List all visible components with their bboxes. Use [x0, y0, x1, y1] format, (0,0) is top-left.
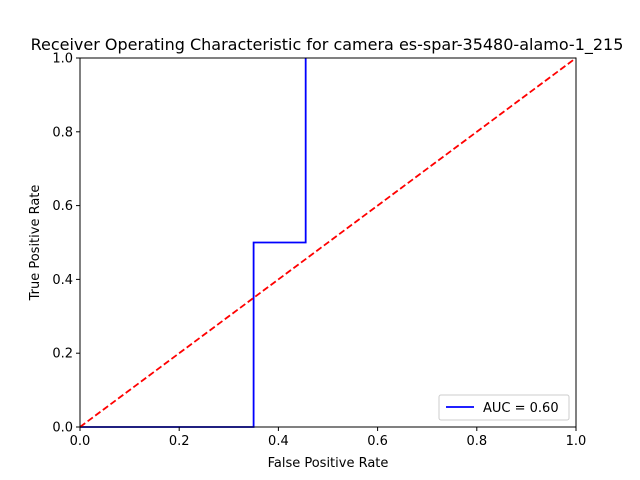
y-axis-ticks: 0.0 0.2 0.4 0.6 0.8 1.0 [52, 52, 80, 436]
x-tick-label: 0.6 [367, 434, 388, 449]
x-tick-label: 0.8 [466, 434, 487, 449]
y-tick-label: 0.8 [52, 125, 73, 140]
plot-lines [79, 57, 577, 428]
x-tick-label: 0.4 [268, 434, 289, 449]
y-tick-label: 0.4 [52, 273, 73, 288]
y-tick-label: 1.0 [52, 52, 73, 67]
x-tick-label: 0.0 [70, 434, 91, 449]
chance-diagonal-line [79, 57, 577, 428]
legend-box [438, 394, 570, 421]
y-tick-label: 0.0 [52, 421, 73, 436]
x-tick-label: 1.0 [566, 434, 587, 449]
plot-frame [79, 57, 577, 428]
roc-curve-line [80, 58, 307, 428]
y-tick-label: 0.6 [52, 199, 73, 214]
x-axis-label: False Positive Rate [268, 456, 389, 471]
y-tick-label: 0.2 [52, 347, 73, 362]
chart-title: Receiver Operating Characteristic for ca… [31, 35, 624, 55]
y-axis-label: True Positive Rate [28, 185, 43, 302]
x-axis-ticks: 0.0 0.2 0.4 0.6 0.8 1.0 [70, 427, 587, 449]
legend: AUC = 0.60 [438, 394, 570, 421]
legend-label: AUC = 0.60 [483, 401, 559, 416]
x-tick-label: 0.2 [169, 434, 190, 449]
